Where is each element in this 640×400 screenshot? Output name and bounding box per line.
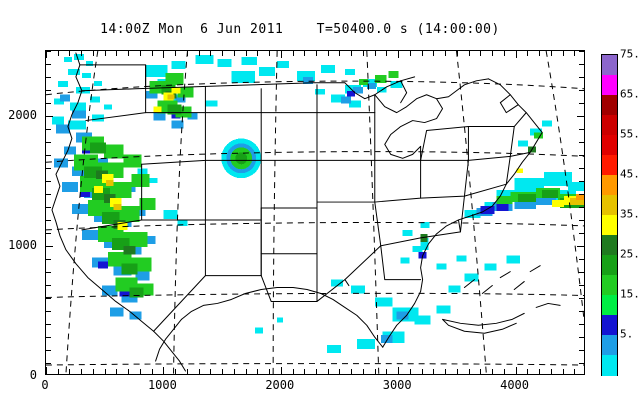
- x-axis-labels: 0 1000 2000 3000 4000: [41, 378, 585, 396]
- x-tick-label: 4000: [500, 378, 530, 392]
- y-tick-label: 1000: [8, 238, 37, 252]
- colorbar-labels: 75. 65. 55. 45. 35. 25. 15. 5.: [620, 48, 640, 376]
- colorbar-band: [602, 55, 617, 76]
- colorbar-band: [602, 275, 617, 296]
- colorbar-tick-label: 45.: [620, 167, 640, 181]
- y-tick-label: 0: [29, 368, 37, 382]
- colorbar-band: [602, 335, 617, 356]
- colorbar-band: [602, 115, 617, 136]
- colorbar-tick-label: 75.: [620, 47, 640, 61]
- colorbar-tick-label: 15.: [620, 287, 640, 301]
- precip-layer: [51, 53, 584, 354]
- precipitation-map: [46, 51, 584, 374]
- x-tick-label: 1000: [147, 378, 177, 392]
- page-title: 14:00Z Mon 6 Jun 2011 T=50400.0 s (14:00…: [100, 22, 500, 37]
- colorbar-band: [602, 75, 617, 96]
- colorbar-band: [602, 175, 617, 196]
- colorbar-band: [602, 255, 617, 276]
- y-axis-labels: 0 1000 2000: [0, 50, 41, 382]
- colorbar-band: [602, 355, 617, 376]
- colorbar-tick-label: 55.: [620, 127, 640, 141]
- colorbar-tick-label: 65.: [620, 87, 640, 101]
- colorbar-tick-label: 35.: [620, 207, 640, 221]
- graticule: [46, 51, 584, 374]
- x-tick-label: 0: [41, 378, 49, 392]
- colorbar-band: [602, 135, 617, 156]
- x-tick-label: 2000: [265, 378, 295, 392]
- colorbar-tick-label: 5.: [620, 327, 634, 341]
- colorbar-band: [602, 315, 617, 336]
- colorbar-band: [602, 235, 617, 256]
- x-tick-label: 3000: [382, 378, 412, 392]
- colorbar-band: [602, 95, 617, 116]
- map-outlines: [51, 52, 561, 372]
- colorbar-band: [602, 155, 617, 176]
- colorbar: [601, 54, 618, 376]
- colorbar-tick-label: 25.: [620, 247, 640, 261]
- y-tick-label: 2000: [8, 108, 37, 122]
- map-plot-area: [45, 50, 585, 375]
- colorbar-band: [602, 195, 617, 216]
- colorbar-band: [602, 215, 617, 236]
- colorbar-band: [602, 295, 617, 316]
